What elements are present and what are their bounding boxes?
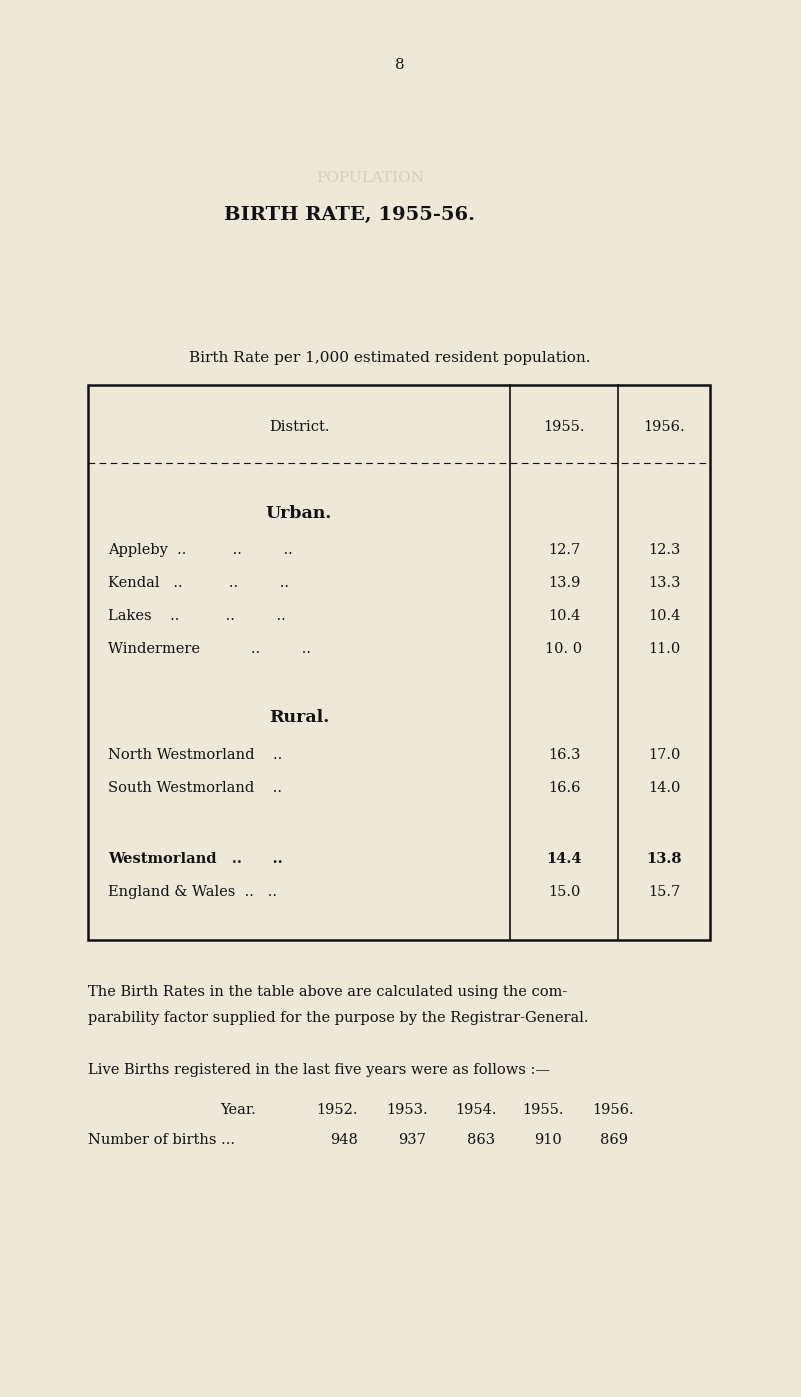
- Text: 14.0: 14.0: [648, 781, 680, 795]
- Text: 17.0: 17.0: [648, 747, 680, 761]
- Text: 14.4: 14.4: [546, 852, 582, 866]
- Text: 1953.: 1953.: [386, 1104, 428, 1118]
- Text: Year.: Year.: [220, 1104, 256, 1118]
- Text: Appleby  ..          ..         ..: Appleby .. .. ..: [108, 543, 292, 557]
- Text: 13.3: 13.3: [648, 576, 680, 590]
- Text: 12.3: 12.3: [648, 543, 680, 557]
- Text: 12.7: 12.7: [548, 543, 580, 557]
- Text: Kendal   ..          ..         ..: Kendal .. .. ..: [108, 576, 289, 590]
- Text: BIRTH RATE, 1955-56.: BIRTH RATE, 1955-56.: [224, 205, 476, 224]
- Text: 1955.: 1955.: [522, 1104, 563, 1118]
- Text: Birth Rate per 1,000 estimated resident population.: Birth Rate per 1,000 estimated resident …: [189, 351, 591, 365]
- Text: 16.3: 16.3: [548, 747, 580, 761]
- Text: 13.8: 13.8: [646, 852, 682, 866]
- Text: 1952.: 1952.: [316, 1104, 357, 1118]
- Text: District.: District.: [269, 420, 329, 434]
- Text: 10.4: 10.4: [648, 609, 680, 623]
- Text: Rural.: Rural.: [269, 708, 329, 725]
- Bar: [88, 386, 710, 940]
- Text: 869: 869: [600, 1133, 628, 1147]
- Text: 8: 8: [395, 59, 405, 73]
- Text: 11.0: 11.0: [648, 643, 680, 657]
- Text: parability factor supplied for the purpose by the Registrar-General.: parability factor supplied for the purpo…: [88, 1011, 589, 1025]
- Text: 948: 948: [330, 1133, 358, 1147]
- Text: 10. 0: 10. 0: [545, 643, 582, 657]
- Text: Live Births registered in the last five years were as follows :—: Live Births registered in the last five …: [88, 1063, 550, 1077]
- Text: Westmorland   ..      ..: Westmorland .. ..: [108, 852, 283, 866]
- Text: POPULATION: POPULATION: [316, 170, 424, 184]
- Text: South Westmorland    ..: South Westmorland ..: [108, 781, 282, 795]
- Text: 1956.: 1956.: [592, 1104, 634, 1118]
- Text: Urban.: Urban.: [266, 504, 332, 521]
- Text: 15.0: 15.0: [548, 886, 580, 900]
- Text: 910: 910: [534, 1133, 562, 1147]
- Text: 1956.: 1956.: [643, 420, 685, 434]
- Text: 937: 937: [398, 1133, 426, 1147]
- Text: 1955.: 1955.: [543, 420, 585, 434]
- Text: 15.7: 15.7: [648, 886, 680, 900]
- Text: Windermere           ..         ..: Windermere .. ..: [108, 643, 311, 657]
- Text: England & Wales  ..   ..: England & Wales .. ..: [108, 886, 277, 900]
- Text: 16.6: 16.6: [548, 781, 580, 795]
- Text: 10.4: 10.4: [548, 609, 580, 623]
- Text: Lakes    ..          ..         ..: Lakes .. .. ..: [108, 609, 286, 623]
- Text: North Westmorland    ..: North Westmorland ..: [108, 747, 282, 761]
- Text: Number of births ...: Number of births ...: [88, 1133, 235, 1147]
- Text: 1954.: 1954.: [455, 1104, 497, 1118]
- Text: 863: 863: [467, 1133, 495, 1147]
- Text: 13.9: 13.9: [548, 576, 580, 590]
- Text: The Birth Rates in the table above are calculated using the com-: The Birth Rates in the table above are c…: [88, 985, 567, 999]
